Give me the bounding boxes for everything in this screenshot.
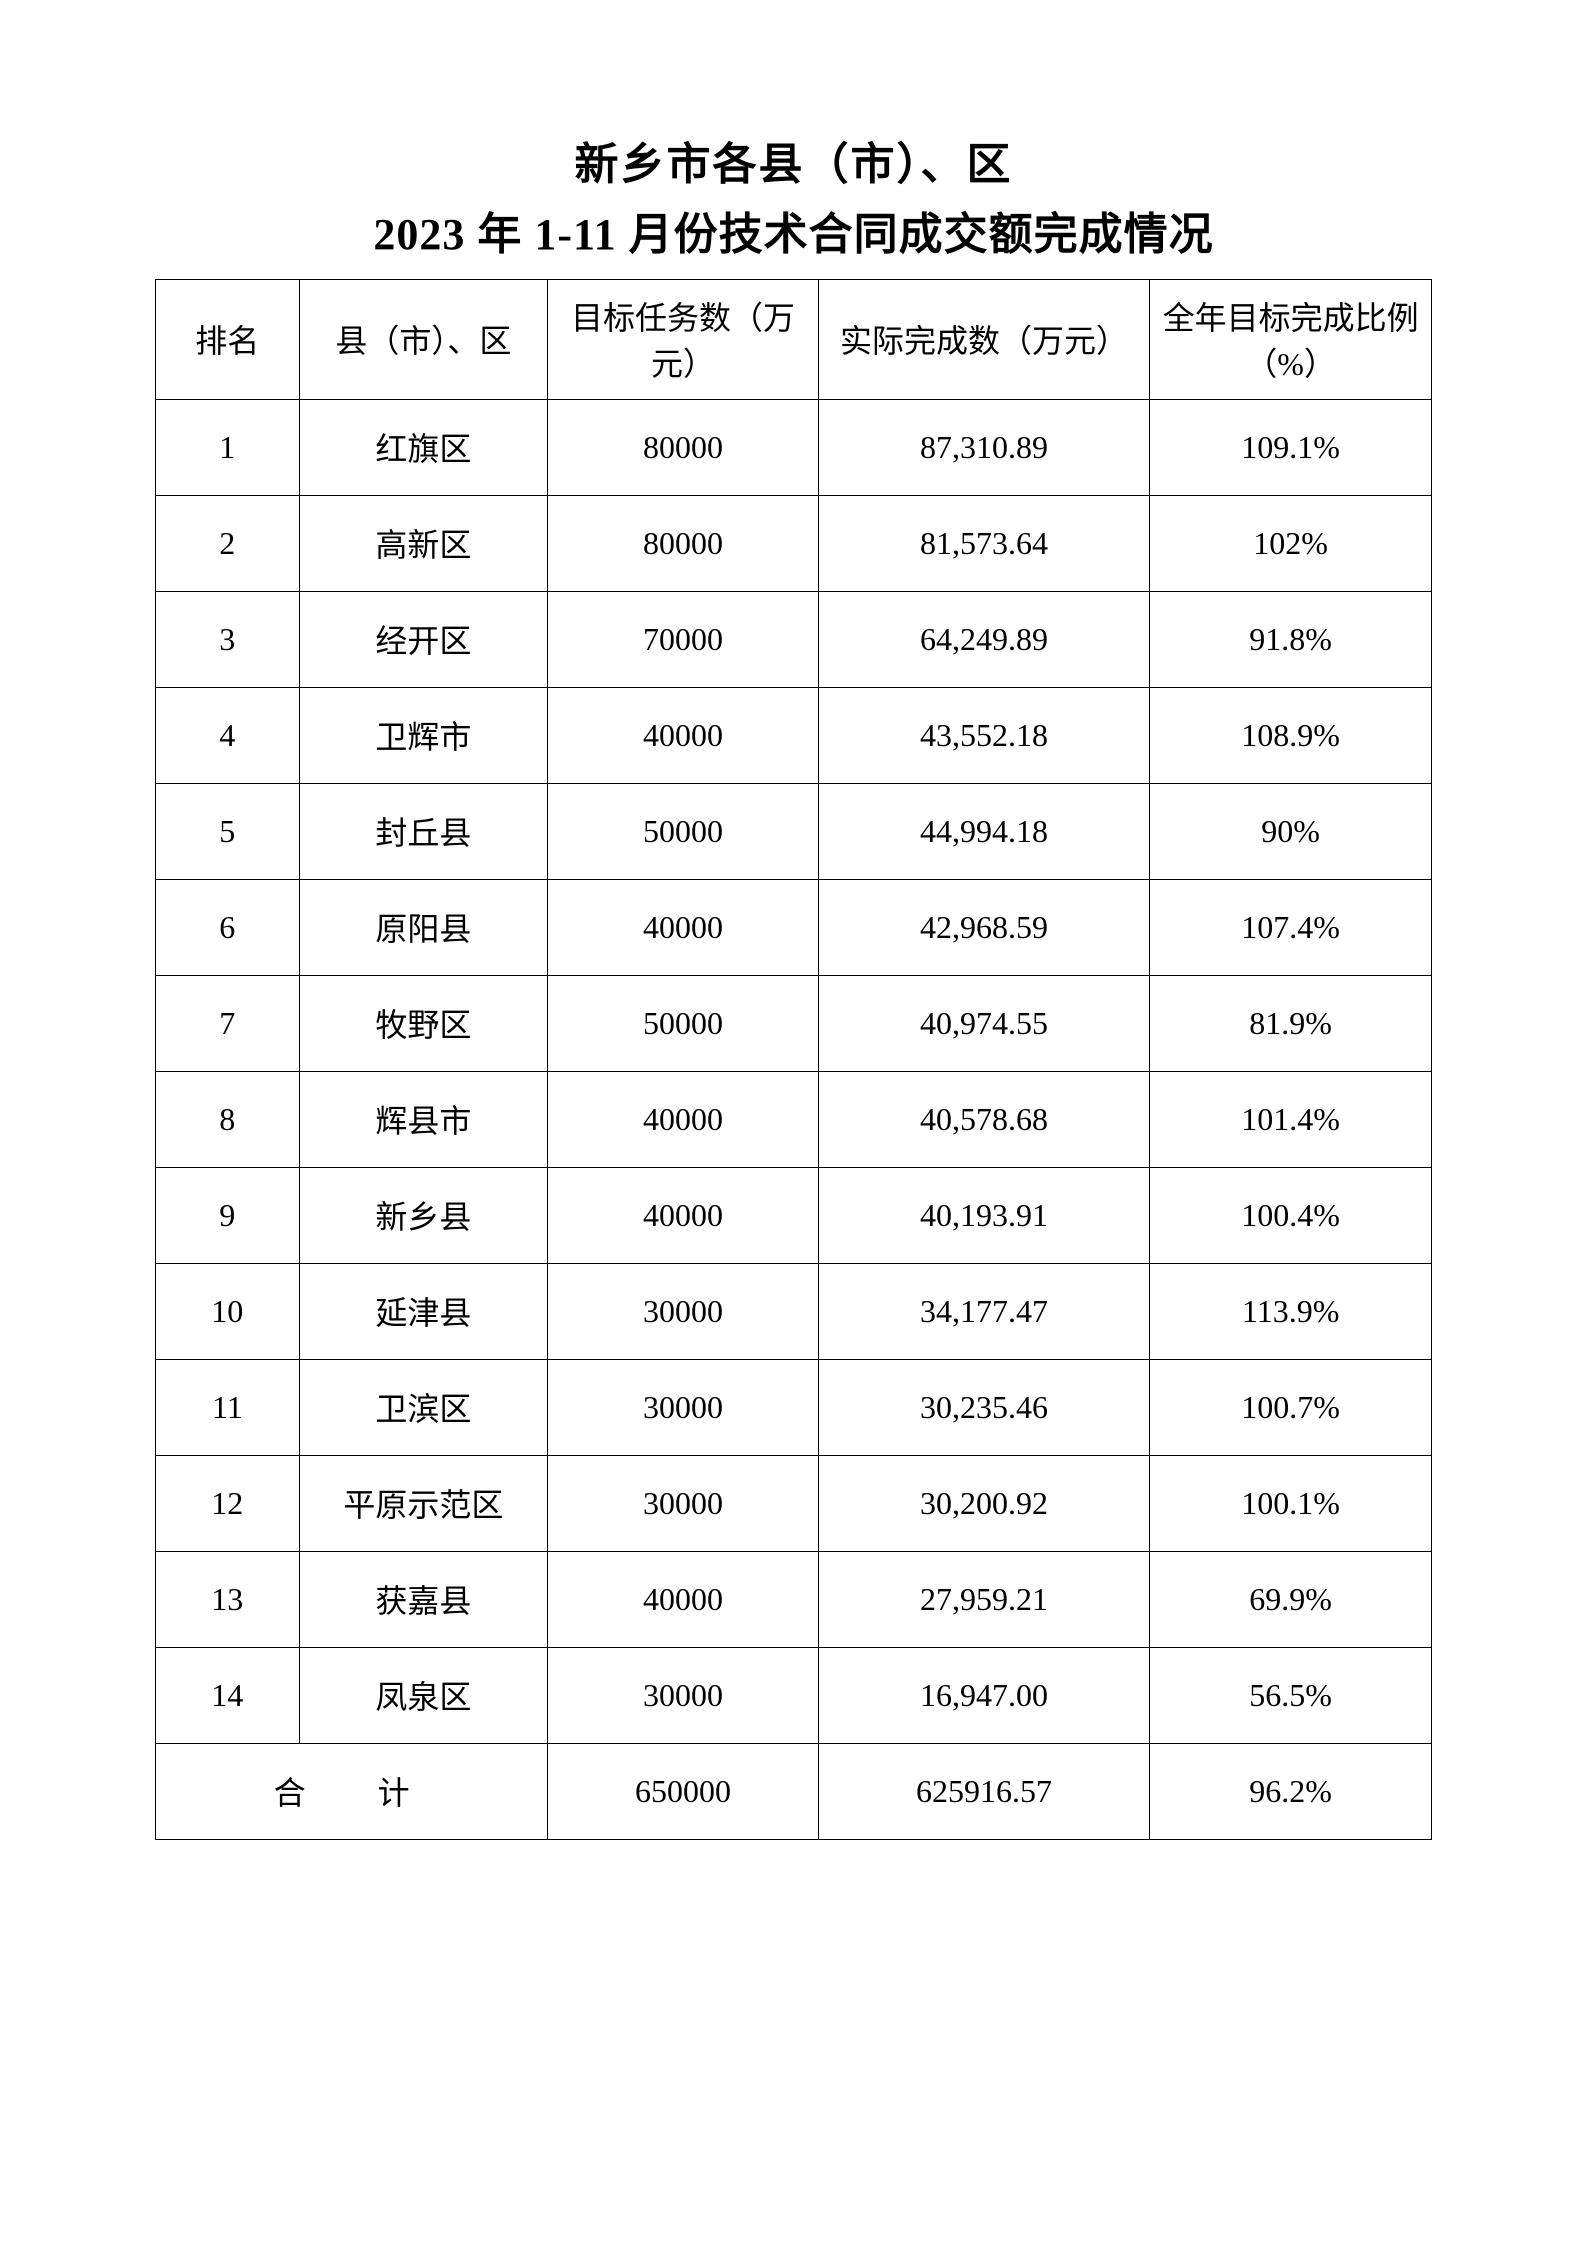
cell-district: 红旗区 bbox=[299, 399, 548, 495]
cell-district: 凤泉区 bbox=[299, 1647, 548, 1743]
cell-actual: 43,552.18 bbox=[818, 687, 1149, 783]
total-actual: 625916.57 bbox=[818, 1743, 1149, 1839]
table-row: 10延津县3000034,177.47113.9% bbox=[156, 1263, 1432, 1359]
cell-target: 30000 bbox=[548, 1647, 819, 1743]
table-row: 14凤泉区3000016,947.0056.5% bbox=[156, 1647, 1432, 1743]
cell-actual: 40,193.91 bbox=[818, 1167, 1149, 1263]
cell-rank: 8 bbox=[156, 1071, 300, 1167]
cell-district: 平原示范区 bbox=[299, 1455, 548, 1551]
cell-target: 40000 bbox=[548, 879, 819, 975]
table-row: 9新乡县4000040,193.91100.4% bbox=[156, 1167, 1432, 1263]
cell-district: 牧野区 bbox=[299, 975, 548, 1071]
cell-rank: 4 bbox=[156, 687, 300, 783]
cell-target: 50000 bbox=[548, 783, 819, 879]
cell-ratio: 101.4% bbox=[1150, 1071, 1432, 1167]
cell-ratio: 90% bbox=[1150, 783, 1432, 879]
cell-target: 80000 bbox=[548, 495, 819, 591]
cell-ratio: 81.9% bbox=[1150, 975, 1432, 1071]
cell-target: 40000 bbox=[548, 1167, 819, 1263]
cell-district: 卫滨区 bbox=[299, 1359, 548, 1455]
cell-ratio: 56.5% bbox=[1150, 1647, 1432, 1743]
cell-actual: 27,959.21 bbox=[818, 1551, 1149, 1647]
cell-target: 40000 bbox=[548, 687, 819, 783]
table-row: 5封丘县5000044,994.1890% bbox=[156, 783, 1432, 879]
cell-ratio: 91.8% bbox=[1150, 591, 1432, 687]
cell-rank: 10 bbox=[156, 1263, 300, 1359]
cell-district: 经开区 bbox=[299, 591, 548, 687]
header-target: 目标任务数（万元） bbox=[548, 279, 819, 399]
cell-rank: 14 bbox=[156, 1647, 300, 1743]
cell-actual: 16,947.00 bbox=[818, 1647, 1149, 1743]
cell-rank: 5 bbox=[156, 783, 300, 879]
table-row: 4卫辉市4000043,552.18108.9% bbox=[156, 687, 1432, 783]
cell-district: 延津县 bbox=[299, 1263, 548, 1359]
total-row: 合 计 650000 625916.57 96.2% bbox=[156, 1743, 1432, 1839]
table-row: 7牧野区5000040,974.5581.9% bbox=[156, 975, 1432, 1071]
cell-target: 70000 bbox=[548, 591, 819, 687]
table-row: 11卫滨区3000030,235.46100.7% bbox=[156, 1359, 1432, 1455]
table-row: 8辉县市4000040,578.68101.4% bbox=[156, 1071, 1432, 1167]
cell-target: 40000 bbox=[548, 1071, 819, 1167]
cell-rank: 7 bbox=[156, 975, 300, 1071]
table-row: 2高新区8000081,573.64102% bbox=[156, 495, 1432, 591]
cell-actual: 42,968.59 bbox=[818, 879, 1149, 975]
header-district: 县（市）、区 bbox=[299, 279, 548, 399]
cell-actual: 40,578.68 bbox=[818, 1071, 1149, 1167]
header-ratio: 全年目标完成比例（%） bbox=[1150, 279, 1432, 399]
cell-district: 卫辉市 bbox=[299, 687, 548, 783]
cell-ratio: 107.4% bbox=[1150, 879, 1432, 975]
table-row: 1红旗区8000087,310.89109.1% bbox=[156, 399, 1432, 495]
table-row: 12平原示范区3000030,200.92100.1% bbox=[156, 1455, 1432, 1551]
total-target: 650000 bbox=[548, 1743, 819, 1839]
cell-ratio: 100.1% bbox=[1150, 1455, 1432, 1551]
header-actual: 实际完成数（万元） bbox=[818, 279, 1149, 399]
cell-target: 30000 bbox=[548, 1359, 819, 1455]
cell-ratio: 100.4% bbox=[1150, 1167, 1432, 1263]
cell-district: 获嘉县 bbox=[299, 1551, 548, 1647]
cell-target: 30000 bbox=[548, 1455, 819, 1551]
table-header-row: 排名 县（市）、区 目标任务数（万元） 实际完成数（万元） 全年目标完成比例（%… bbox=[156, 279, 1432, 399]
title-line-1: 新乡市各县（市）、区 bbox=[155, 130, 1432, 200]
title-line-2: 2023 年 1-11 月份技术合同成交额完成情况 bbox=[155, 200, 1432, 270]
cell-actual: 81,573.64 bbox=[818, 495, 1149, 591]
table-row: 6原阳县4000042,968.59107.4% bbox=[156, 879, 1432, 975]
cell-actual: 87,310.89 bbox=[818, 399, 1149, 495]
cell-ratio: 100.7% bbox=[1150, 1359, 1432, 1455]
cell-actual: 64,249.89 bbox=[818, 591, 1149, 687]
cell-target: 50000 bbox=[548, 975, 819, 1071]
total-ratio: 96.2% bbox=[1150, 1743, 1432, 1839]
cell-rank: 12 bbox=[156, 1455, 300, 1551]
cell-actual: 44,994.18 bbox=[818, 783, 1149, 879]
cell-district: 原阳县 bbox=[299, 879, 548, 975]
cell-district: 辉县市 bbox=[299, 1071, 548, 1167]
table-row: 13获嘉县4000027,959.2169.9% bbox=[156, 1551, 1432, 1647]
cell-actual: 34,177.47 bbox=[818, 1263, 1149, 1359]
cell-ratio: 69.9% bbox=[1150, 1551, 1432, 1647]
cell-target: 30000 bbox=[548, 1263, 819, 1359]
cell-rank: 3 bbox=[156, 591, 300, 687]
cell-rank: 9 bbox=[156, 1167, 300, 1263]
table-row: 3经开区7000064,249.8991.8% bbox=[156, 591, 1432, 687]
cell-target: 80000 bbox=[548, 399, 819, 495]
cell-district: 新乡县 bbox=[299, 1167, 548, 1263]
cell-rank: 2 bbox=[156, 495, 300, 591]
cell-rank: 11 bbox=[156, 1359, 300, 1455]
header-rank: 排名 bbox=[156, 279, 300, 399]
cell-rank: 6 bbox=[156, 879, 300, 975]
cell-actual: 30,200.92 bbox=[818, 1455, 1149, 1551]
table-body: 1红旗区8000087,310.89109.1%2高新区8000081,573.… bbox=[156, 399, 1432, 1743]
cell-district: 高新区 bbox=[299, 495, 548, 591]
cell-rank: 1 bbox=[156, 399, 300, 495]
cell-ratio: 113.9% bbox=[1150, 1263, 1432, 1359]
cell-target: 40000 bbox=[548, 1551, 819, 1647]
cell-rank: 13 bbox=[156, 1551, 300, 1647]
cell-ratio: 108.9% bbox=[1150, 687, 1432, 783]
cell-district: 封丘县 bbox=[299, 783, 548, 879]
cell-ratio: 109.1% bbox=[1150, 399, 1432, 495]
cell-actual: 30,235.46 bbox=[818, 1359, 1149, 1455]
cell-ratio: 102% bbox=[1150, 495, 1432, 591]
total-label: 合 计 bbox=[156, 1743, 548, 1839]
cell-actual: 40,974.55 bbox=[818, 975, 1149, 1071]
data-table: 排名 县（市）、区 目标任务数（万元） 实际完成数（万元） 全年目标完成比例（%… bbox=[155, 279, 1432, 1840]
